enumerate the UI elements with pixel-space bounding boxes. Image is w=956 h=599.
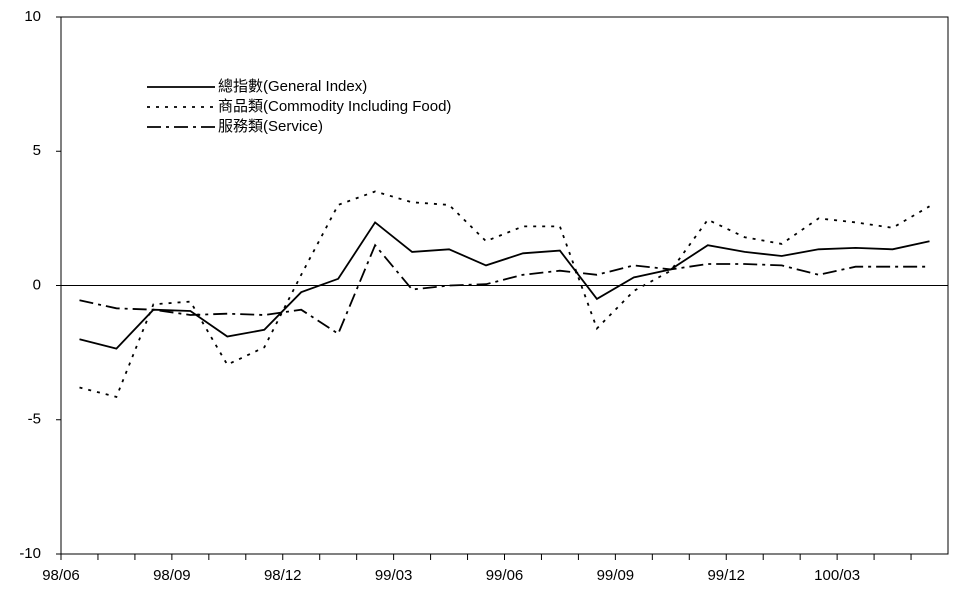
x-tick-label: 99/06 xyxy=(486,567,524,584)
y-tick-label: 0 xyxy=(33,276,41,293)
x-tick-label: 98/06 xyxy=(42,567,80,584)
y-tick-label: 5 xyxy=(33,142,41,159)
legend-label: 商品類(Commodity Including Food) xyxy=(218,98,451,115)
x-tick-label: 99/12 xyxy=(707,567,745,584)
x-tick-label: 99/09 xyxy=(597,567,635,584)
legend-label: 總指數(General Index) xyxy=(218,77,367,95)
series-line xyxy=(79,190,930,398)
legend-label: 服務類(Service) xyxy=(218,118,323,135)
x-tick-label: 100/03 xyxy=(814,567,860,584)
x-tick-label: 98/12 xyxy=(264,567,302,584)
x-tick-label: 99/03 xyxy=(375,567,413,584)
y-tick-label: -5 xyxy=(28,411,41,428)
y-tick-label: -10 xyxy=(19,545,41,562)
series-line xyxy=(79,243,930,336)
y-tick-label: 10 xyxy=(24,8,41,25)
series-line xyxy=(79,221,930,350)
x-tick-label: 98/09 xyxy=(153,567,191,584)
